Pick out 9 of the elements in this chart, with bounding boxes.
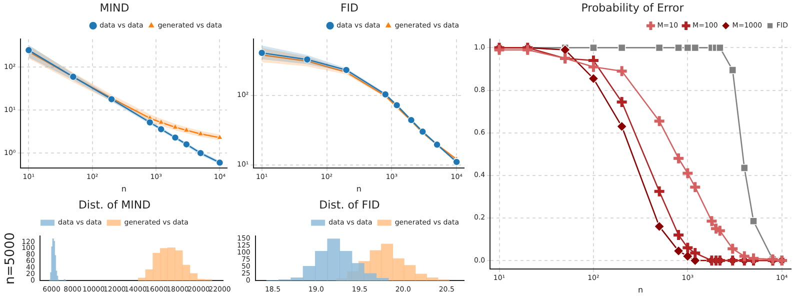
y-axis-title: n=5000 — [3, 232, 18, 285]
chart-title: Dist. of MIND — [78, 198, 151, 212]
chart-title: Dist. of FID — [319, 198, 380, 212]
x-axis-title: n — [121, 184, 126, 194]
x-axis-title: n — [356, 184, 362, 194]
chart-title: Probability of Error — [581, 1, 684, 14]
chart-title: MIND — [100, 1, 130, 14]
x-axis-title: n — [638, 285, 644, 294]
chart-title: FID — [340, 1, 359, 14]
